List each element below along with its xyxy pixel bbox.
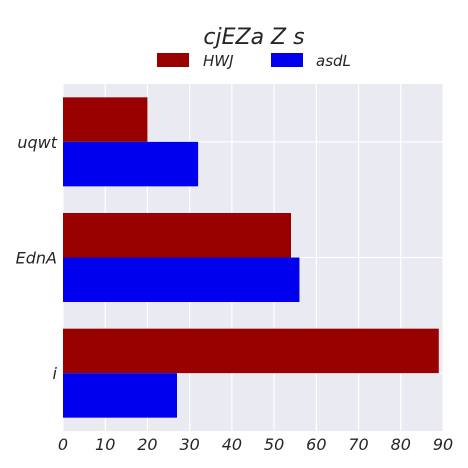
bar-asdl-edna xyxy=(63,257,300,302)
bars xyxy=(63,97,439,418)
x-tick-label-3: 30 xyxy=(179,435,199,454)
y-category-label-2: i xyxy=(53,364,58,383)
x-tick-label-8: 80 xyxy=(391,435,411,454)
bar-asdl-uqwt xyxy=(63,141,199,187)
x-tick-label-0: 0 xyxy=(58,435,68,454)
bar-hwj-uqwt xyxy=(63,97,148,142)
legend-swatch-asdl xyxy=(271,53,303,67)
legend: HWJ asdL xyxy=(157,52,351,70)
x-tick-label-4: 40 xyxy=(222,435,242,454)
x-tick-label-7: 70 xyxy=(348,435,368,454)
x-tick-label-2: 20 xyxy=(137,435,157,454)
bar-asdl-i xyxy=(63,373,177,418)
x-tick-label-9: 90 xyxy=(433,435,453,454)
x-tick-label-1: 10 xyxy=(95,435,115,454)
x-tick-label-6: 60 xyxy=(306,435,326,454)
x-tick-label-5: 50 xyxy=(264,435,284,454)
y-category-label-1: EdnA xyxy=(16,249,57,268)
legend-swatch-hwj xyxy=(157,53,189,67)
y-category-label-0: uqwt xyxy=(17,133,57,152)
bar-hwj-edna xyxy=(63,213,291,258)
y-axis-categories: uqwt EdnA i xyxy=(16,133,58,383)
legend-label-hwj: HWJ xyxy=(203,52,234,70)
bar-hwj-i xyxy=(63,328,439,374)
chart-title: cjEZa Z s xyxy=(203,25,304,50)
legend-label-asdl: asdL xyxy=(316,52,351,70)
x-axis-ticks: 0 10 20 30 40 50 60 70 80 90 xyxy=(58,435,453,454)
